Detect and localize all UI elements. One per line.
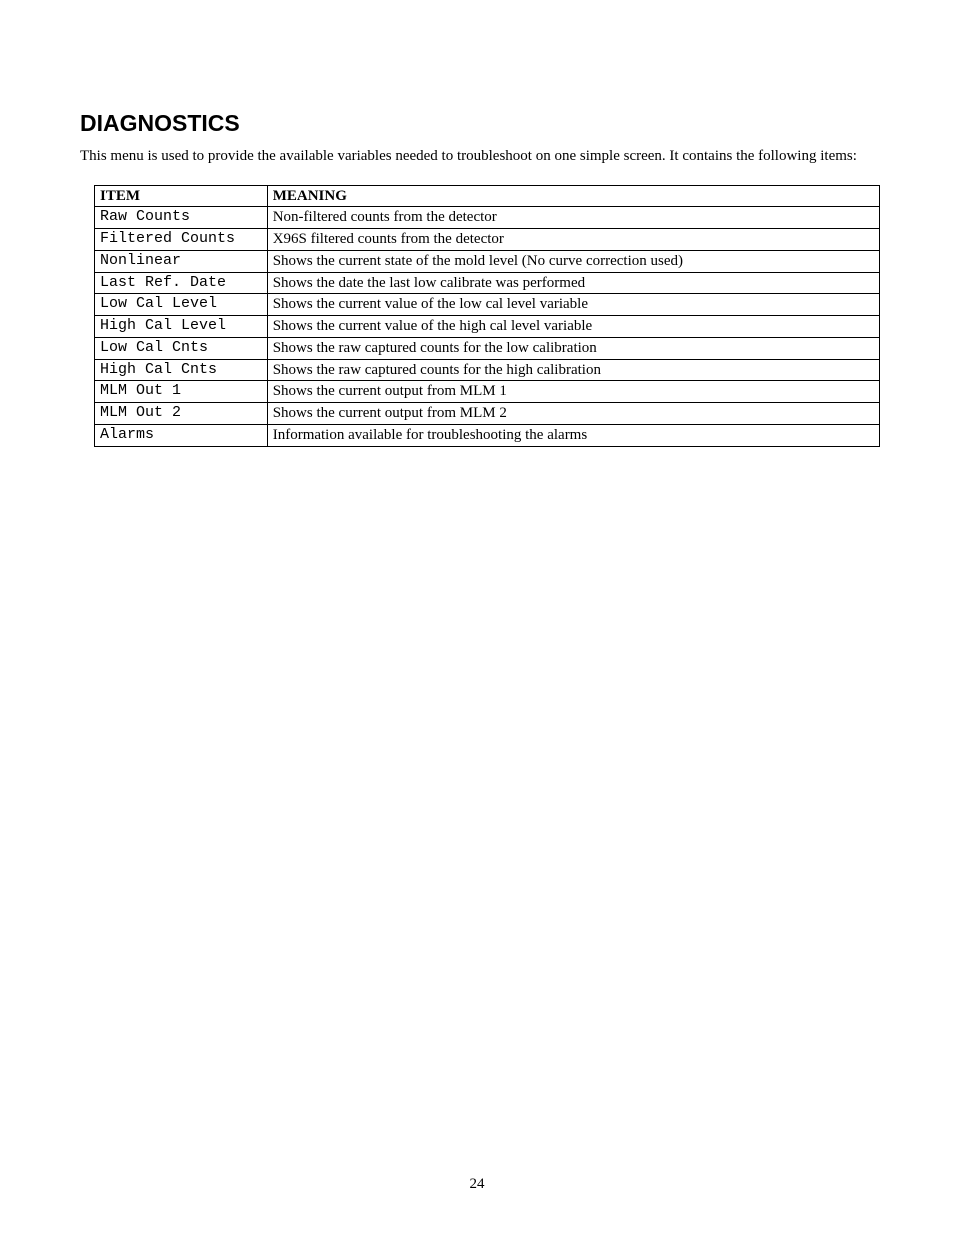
meaning-cell: Information available for troubleshootin…	[267, 424, 879, 446]
column-header-item: ITEM	[95, 185, 268, 207]
page-number: 24	[0, 1176, 954, 1193]
item-cell: Last Ref. Date	[95, 272, 268, 294]
item-cell: Raw Counts	[95, 207, 268, 229]
meaning-cell: Shows the current value of the high cal …	[267, 316, 879, 338]
meaning-cell: Shows the raw captured counts for the hi…	[267, 359, 879, 381]
meaning-cell: Shows the current value of the low cal l…	[267, 294, 879, 316]
table-row: Nonlinear Shows the current state of the…	[95, 250, 880, 272]
item-cell: Low Cal Level	[95, 294, 268, 316]
table-row: Raw Counts Non-filtered counts from the …	[95, 207, 880, 229]
table-row: Filtered Counts X96S filtered counts fro…	[95, 229, 880, 251]
meaning-cell: Shows the current output from MLM 1	[267, 381, 879, 403]
table-row: Low Cal Cnts Shows the raw captured coun…	[95, 337, 880, 359]
meaning-cell: Shows the date the last low calibrate wa…	[267, 272, 879, 294]
item-cell: Alarms	[95, 424, 268, 446]
page-content: DIAGNOSTICS This menu is used to provide…	[0, 0, 954, 487]
table-row: MLM Out 1 Shows the current output from …	[95, 381, 880, 403]
item-cell: High Cal Level	[95, 316, 268, 338]
item-cell: MLM Out 2	[95, 403, 268, 425]
table-row: Alarms Information available for trouble…	[95, 424, 880, 446]
intro-text: This menu is used to provide the availab…	[80, 147, 874, 167]
table-row: High Cal Level Shows the current value o…	[95, 316, 880, 338]
table-row: Last Ref. Date Shows the date the last l…	[95, 272, 880, 294]
column-header-meaning: MEANING	[267, 185, 879, 207]
table-header-row: ITEM MEANING	[95, 185, 880, 207]
meaning-cell: X96S filtered counts from the detector	[267, 229, 879, 251]
meaning-cell: Non-filtered counts from the detector	[267, 207, 879, 229]
item-cell: Filtered Counts	[95, 229, 268, 251]
table-row: High Cal Cnts Shows the raw captured cou…	[95, 359, 880, 381]
item-cell: Low Cal Cnts	[95, 337, 268, 359]
table-row: MLM Out 2 Shows the current output from …	[95, 403, 880, 425]
section-heading: DIAGNOSTICS	[80, 110, 874, 137]
meaning-cell: Shows the current output from MLM 2	[267, 403, 879, 425]
meaning-cell: Shows the current state of the mold leve…	[267, 250, 879, 272]
meaning-cell: Shows the raw captured counts for the lo…	[267, 337, 879, 359]
item-cell: Nonlinear	[95, 250, 268, 272]
diagnostics-table: ITEM MEANING Raw Counts Non-filtered cou…	[94, 185, 880, 447]
item-cell: MLM Out 1	[95, 381, 268, 403]
table-row: Low Cal Level Shows the current value of…	[95, 294, 880, 316]
item-cell: High Cal Cnts	[95, 359, 268, 381]
